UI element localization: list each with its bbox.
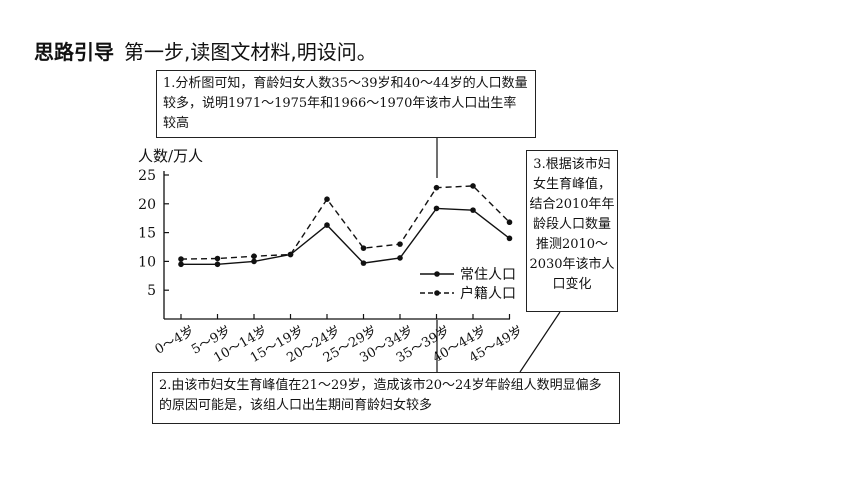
legend-label-2: 户籍人口: [460, 285, 516, 302]
connector-note3: [519, 311, 561, 373]
data-point-s2-2: [214, 255, 221, 262]
annotation-note-3: 3.根据该市妇女生育峰值，结合2010年年龄段人口数量推测2010～2030年该…: [526, 150, 618, 312]
legend-label-1: 常住人口: [460, 267, 516, 283]
data-point-s2-9: [470, 183, 476, 189]
header-subtitle: 第一步,读图文材料,明设问。: [124, 40, 377, 64]
annotation-note-1: 1.分析图可知，育龄妇女人数35～39岁和40～44岁的人口数量较多，说明197…: [156, 70, 536, 138]
data-point-s2-6: [360, 245, 367, 251]
series-line-2: [180, 185, 510, 260]
data-point-s1-10: [506, 235, 513, 242]
data-point-s2-8: [433, 184, 440, 191]
data-point-s2-3: [251, 253, 257, 260]
data-point-s1-6: [360, 260, 367, 266]
y-tick-label: 10: [138, 254, 156, 270]
data-point-s1-9: [470, 207, 476, 213]
legend-marker-1: [434, 271, 440, 277]
data-point-s2-1: [178, 256, 184, 262]
x-tick-label: 0～4岁: [153, 323, 197, 357]
header-title: 思路引导: [34, 40, 114, 64]
data-point-s1-7: [397, 255, 403, 261]
data-point-s1-8: [433, 205, 440, 212]
y-tick-label: 25: [138, 168, 156, 184]
annotation-note-2: 2.由该市妇女生育峰值在21～29岁，造成该市20～24岁年龄组人数明显偏多的原…: [152, 372, 620, 424]
y-tick-label: 20: [138, 197, 156, 213]
data-point-s2-4: [287, 251, 294, 258]
annotation-connectors: [436, 138, 561, 373]
data-point-s1-5: [324, 222, 330, 228]
data-point-s2-7: [397, 241, 403, 247]
series-line-1: [181, 207, 510, 265]
data-point-s1-2: [214, 261, 221, 268]
data-point-s2-10: [506, 219, 513, 226]
chart-axes: 人数/万人5101520250～4岁5～9岁10～14岁15～19岁20～24岁…: [138, 147, 526, 366]
data-point-s1-1: [178, 261, 184, 268]
data-point-s1-3: [251, 258, 257, 265]
legend-marker-2: [434, 290, 440, 296]
data-point-s2-5: [324, 196, 330, 202]
y-tick-label: 15: [138, 226, 156, 242]
y-axis-label: 人数/万人: [138, 147, 203, 165]
y-tick-label: 5: [147, 283, 156, 299]
chart-marks: [178, 183, 513, 268]
header: 思路引导 第一步,读图文材料,明设问。: [34, 36, 377, 65]
